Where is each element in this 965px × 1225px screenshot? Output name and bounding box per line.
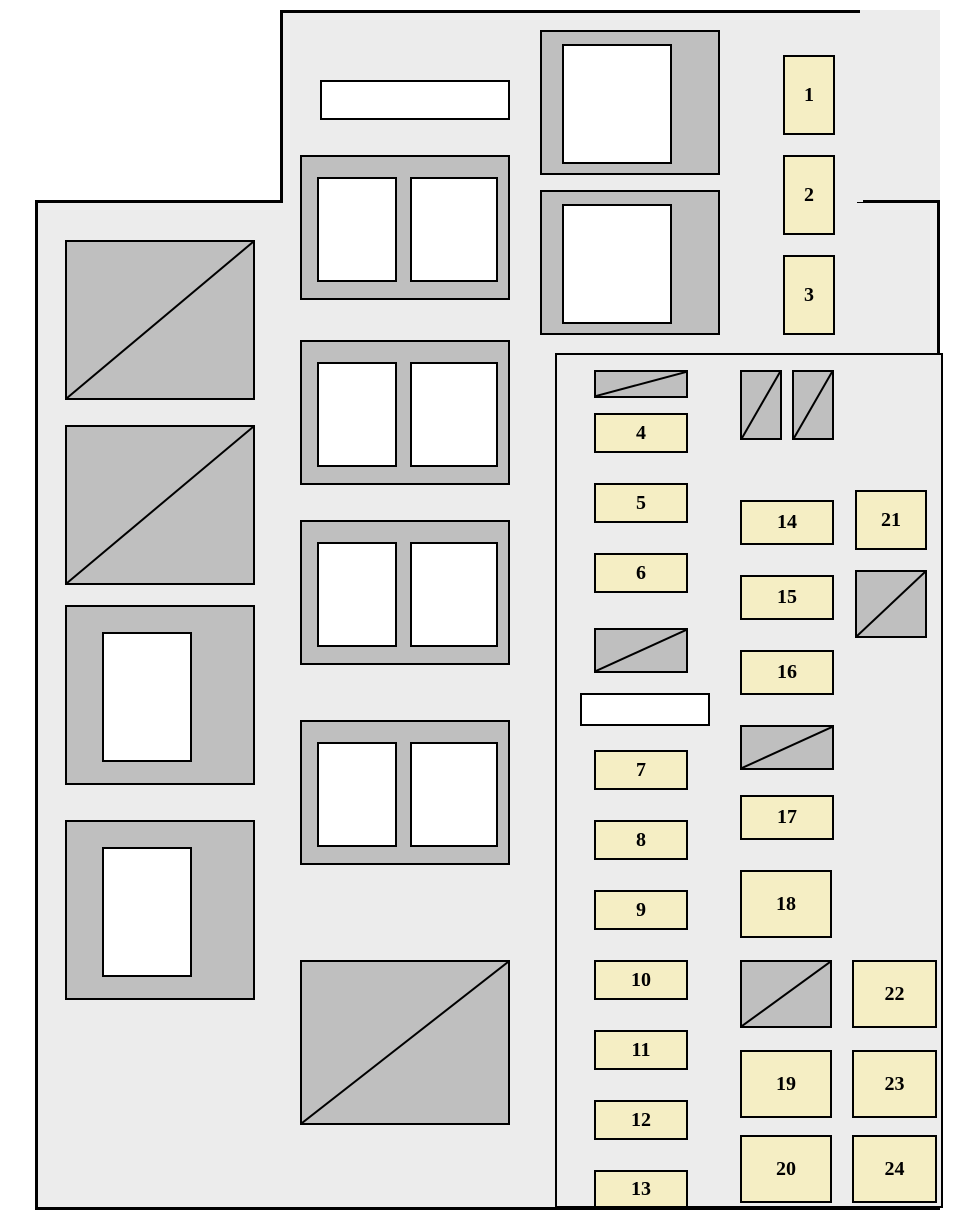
empty-bottom-1 — [300, 960, 510, 1125]
fuse-23: 23 — [852, 1050, 937, 1118]
fuse-24: 24 — [852, 1135, 937, 1203]
empty-r-top — [594, 370, 688, 398]
relay-slot — [562, 204, 672, 324]
empty-r-pair-b — [792, 370, 834, 440]
relay-top-a — [540, 30, 720, 175]
fuse-label: 24 — [854, 1137, 935, 1201]
relay-slot — [317, 742, 397, 847]
fuse-16: 16 — [740, 650, 834, 695]
fuse-20: 20 — [740, 1135, 832, 1203]
relay-slot — [562, 44, 672, 164]
fuse-box-diagram: 123456789101112131415161718192021222324 — [0, 0, 965, 1225]
fuse-9: 9 — [594, 890, 688, 930]
relay-pair-3 — [300, 520, 510, 665]
empty-r-mid — [594, 628, 688, 673]
empty-r-pair-a — [740, 370, 782, 440]
empty-r-col3 — [855, 570, 927, 638]
slot-mid-small — [580, 693, 710, 726]
relay-left-3 — [65, 605, 255, 785]
fuse-label: 23 — [854, 1052, 935, 1116]
fuse-4: 4 — [594, 413, 688, 453]
relay-pair-4 — [300, 720, 510, 865]
fuse-label: 19 — [742, 1052, 830, 1116]
fuse-2: 2 — [783, 155, 835, 235]
fuse-label: 13 — [596, 1172, 686, 1206]
fuse-label: 8 — [596, 822, 686, 858]
fuse-label: 20 — [742, 1137, 830, 1201]
fuse-10: 10 — [594, 960, 688, 1000]
relay-slot — [102, 847, 192, 977]
fuse-label: 14 — [742, 502, 832, 543]
slot-top-long — [320, 80, 510, 120]
fuse-label: 15 — [742, 577, 832, 618]
fuse-label: 16 — [742, 652, 832, 693]
relay-slot — [317, 542, 397, 647]
fuse-label: 1 — [785, 57, 833, 133]
fuse-1: 1 — [783, 55, 835, 135]
fuse-21: 21 — [855, 490, 927, 550]
relay-slot — [102, 632, 192, 762]
fuse-19: 19 — [740, 1050, 832, 1118]
fuse-label: 22 — [854, 962, 935, 1026]
fuse-14: 14 — [740, 500, 834, 545]
fuse-11: 11 — [594, 1030, 688, 1070]
relay-slot — [317, 177, 397, 282]
fuse-label: 4 — [596, 415, 686, 451]
fuse-label: 9 — [596, 892, 686, 928]
fuse-label: 11 — [596, 1032, 686, 1068]
relay-slot — [410, 362, 498, 467]
fuse-label: 7 — [596, 752, 686, 788]
relay-pair-2 — [300, 340, 510, 485]
fuse-13: 13 — [594, 1170, 688, 1208]
fuse-6: 6 — [594, 553, 688, 593]
fuse-label: 10 — [596, 962, 686, 998]
fuse-15: 15 — [740, 575, 834, 620]
empty-left-2 — [65, 425, 255, 585]
relay-top-b — [540, 190, 720, 335]
empty-left-1 — [65, 240, 255, 400]
fuse-label: 3 — [785, 257, 833, 333]
fuse-label: 18 — [742, 872, 830, 936]
fuse-5: 5 — [594, 483, 688, 523]
relay-slot — [410, 542, 498, 647]
empty-r-col2 — [740, 725, 834, 770]
fuse-7: 7 — [594, 750, 688, 790]
fuse-label: 12 — [596, 1102, 686, 1138]
fuse-label: 2 — [785, 157, 833, 233]
relay-left-4 — [65, 820, 255, 1000]
relay-slot — [410, 742, 498, 847]
fuse-8: 8 — [594, 820, 688, 860]
fuse-22: 22 — [852, 960, 937, 1028]
empty-r-sq — [740, 960, 832, 1028]
relay-slot — [410, 177, 498, 282]
fuse-3: 3 — [783, 255, 835, 335]
panel-notch — [860, 10, 940, 200]
fuse-12: 12 — [594, 1100, 688, 1140]
relay-pair-1 — [300, 155, 510, 300]
fuse-18: 18 — [740, 870, 832, 938]
fuse-17: 17 — [740, 795, 834, 840]
fuse-label: 5 — [596, 485, 686, 521]
relay-slot — [317, 362, 397, 467]
fuse-label: 21 — [857, 492, 925, 548]
fuse-label: 17 — [742, 797, 832, 838]
fuse-label: 6 — [596, 555, 686, 591]
